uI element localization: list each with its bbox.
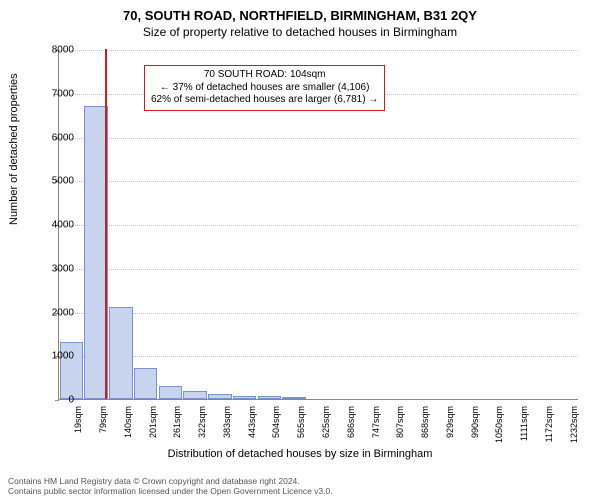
histogram-bar [109, 307, 133, 399]
xtick-label: 504sqm [271, 406, 281, 456]
gridline [59, 225, 578, 227]
property-marker-line [105, 49, 107, 399]
annotation-line: 70 SOUTH ROAD: 104sqm [151, 69, 378, 82]
xtick-label: 443sqm [247, 406, 257, 456]
xtick-label: 383sqm [222, 406, 232, 456]
ytick-label: 2000 [34, 307, 74, 318]
xtick-label: 201sqm [148, 406, 158, 456]
ytick-label: 0 [34, 395, 74, 406]
y-axis-label: Number of detached properties [8, 73, 20, 225]
gridline [59, 138, 578, 140]
histogram-bar [282, 397, 306, 399]
footer-line-2: Contains public sector information licen… [8, 486, 333, 496]
xtick-label: 868sqm [420, 406, 430, 456]
chart-title-sub: Size of property relative to detached ho… [0, 23, 600, 43]
gridline [59, 181, 578, 183]
xtick-label: 1050sqm [494, 406, 504, 456]
annotation-box: 70 SOUTH ROAD: 104sqm← 37% of detached h… [144, 65, 385, 111]
histogram-bar [233, 396, 257, 400]
histogram-bar [183, 391, 207, 399]
xtick-label: 140sqm [123, 406, 133, 456]
xtick-label: 807sqm [395, 406, 405, 456]
chart-title-main: 70, SOUTH ROAD, NORTHFIELD, BIRMINGHAM, … [0, 0, 600, 23]
ytick-label: 6000 [34, 132, 74, 143]
annotation-line: 62% of semi-detached houses are larger (… [151, 94, 378, 107]
gridline [59, 269, 578, 271]
histogram-bar [208, 394, 232, 399]
xtick-label: 625sqm [321, 406, 331, 456]
xtick-label: 747sqm [371, 406, 381, 456]
histogram-bar [258, 396, 282, 399]
gridline [59, 313, 578, 315]
ytick-label: 1000 [34, 351, 74, 362]
annotation-line: ← 37% of detached houses are smaller (4,… [151, 82, 378, 95]
chart-wrap: 70 SOUTH ROAD: 104sqm← 37% of detached h… [58, 50, 578, 400]
footer-line-1: Contains HM Land Registry data © Crown c… [8, 476, 333, 486]
xtick-label: 1111sqm [519, 406, 529, 456]
xtick-label: 322sqm [197, 406, 207, 456]
xtick-label: 79sqm [98, 406, 108, 456]
plot-area: 70 SOUTH ROAD: 104sqm← 37% of detached h… [58, 50, 578, 400]
ytick-label: 8000 [34, 45, 74, 56]
xtick-label: 1172sqm [544, 406, 554, 456]
gridline [59, 356, 578, 358]
xtick-label: 929sqm [445, 406, 455, 456]
footer-attribution: Contains HM Land Registry data © Crown c… [8, 476, 333, 496]
xtick-label: 19sqm [73, 406, 83, 456]
xtick-label: 565sqm [296, 406, 306, 456]
xtick-label: 1232sqm [569, 406, 579, 456]
xtick-label: 261sqm [172, 406, 182, 456]
ytick-label: 4000 [34, 220, 74, 231]
xtick-label: 990sqm [470, 406, 480, 456]
ytick-label: 7000 [34, 88, 74, 99]
xtick-label: 686sqm [346, 406, 356, 456]
histogram-bar [159, 386, 183, 399]
chart-container: 70, SOUTH ROAD, NORTHFIELD, BIRMINGHAM, … [0, 0, 600, 500]
histogram-bar [134, 368, 158, 399]
ytick-label: 5000 [34, 176, 74, 187]
gridline [59, 50, 578, 52]
ytick-label: 3000 [34, 263, 74, 274]
